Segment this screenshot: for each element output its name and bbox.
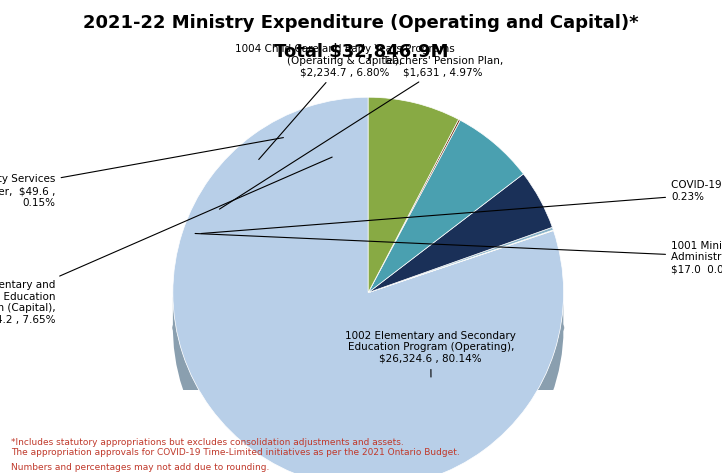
Text: 2021-22 Ministry Expenditure (Operating and Capital)*: 2021-22 Ministry Expenditure (Operating … [83,14,639,32]
Text: 1004 Child Care and Early Years Programs
(Operating & Capital),
$2,234.7 , 6.80%: 1004 Child Care and Early Years Programs… [235,44,455,159]
Wedge shape [368,230,554,293]
Text: COVID-19 Approvals,  $76.0 ,
0.23%: COVID-19 Approvals, $76.0 , 0.23% [201,180,722,234]
Text: 1001 Ministry
Administration Program,
$17.0  0.05%: 1001 Ministry Administration Program, $1… [195,234,722,274]
Wedge shape [368,174,552,293]
Wedge shape [173,97,564,473]
Ellipse shape [173,298,564,357]
Text: Total $32,846.9M: Total $32,846.9M [274,43,448,61]
Text: 1002 Elementary and Secondary
Education Program (Operating),
$26,324.6 , 80.14%: 1002 Elementary and Secondary Education … [345,331,516,377]
Wedge shape [368,120,523,293]
Text: 1002 Elementary and
Secondary Education
Program (Capital),
$2,514.2 , 7.65%: 1002 Elementary and Secondary Education … [0,157,332,325]
Text: Numbers and percentages may not add due to rounding.: Numbers and percentages may not add due … [11,463,269,472]
Wedge shape [368,119,460,293]
Wedge shape [368,227,553,293]
Polygon shape [173,296,563,473]
Wedge shape [368,97,458,293]
Text: *Includes statutory appropriations but excludes consolidation adjustments and as: *Includes statutory appropriations but e… [11,438,460,457]
Text: 1003 Community Services
I&IT Cluster,  $49.6 ,
0.15%: 1003 Community Services I&IT Cluster, $4… [0,138,284,208]
Text: Teachers' Pension Plan,
$1,631 , 4.97%: Teachers' Pension Plan, $1,631 , 4.97% [219,56,503,209]
